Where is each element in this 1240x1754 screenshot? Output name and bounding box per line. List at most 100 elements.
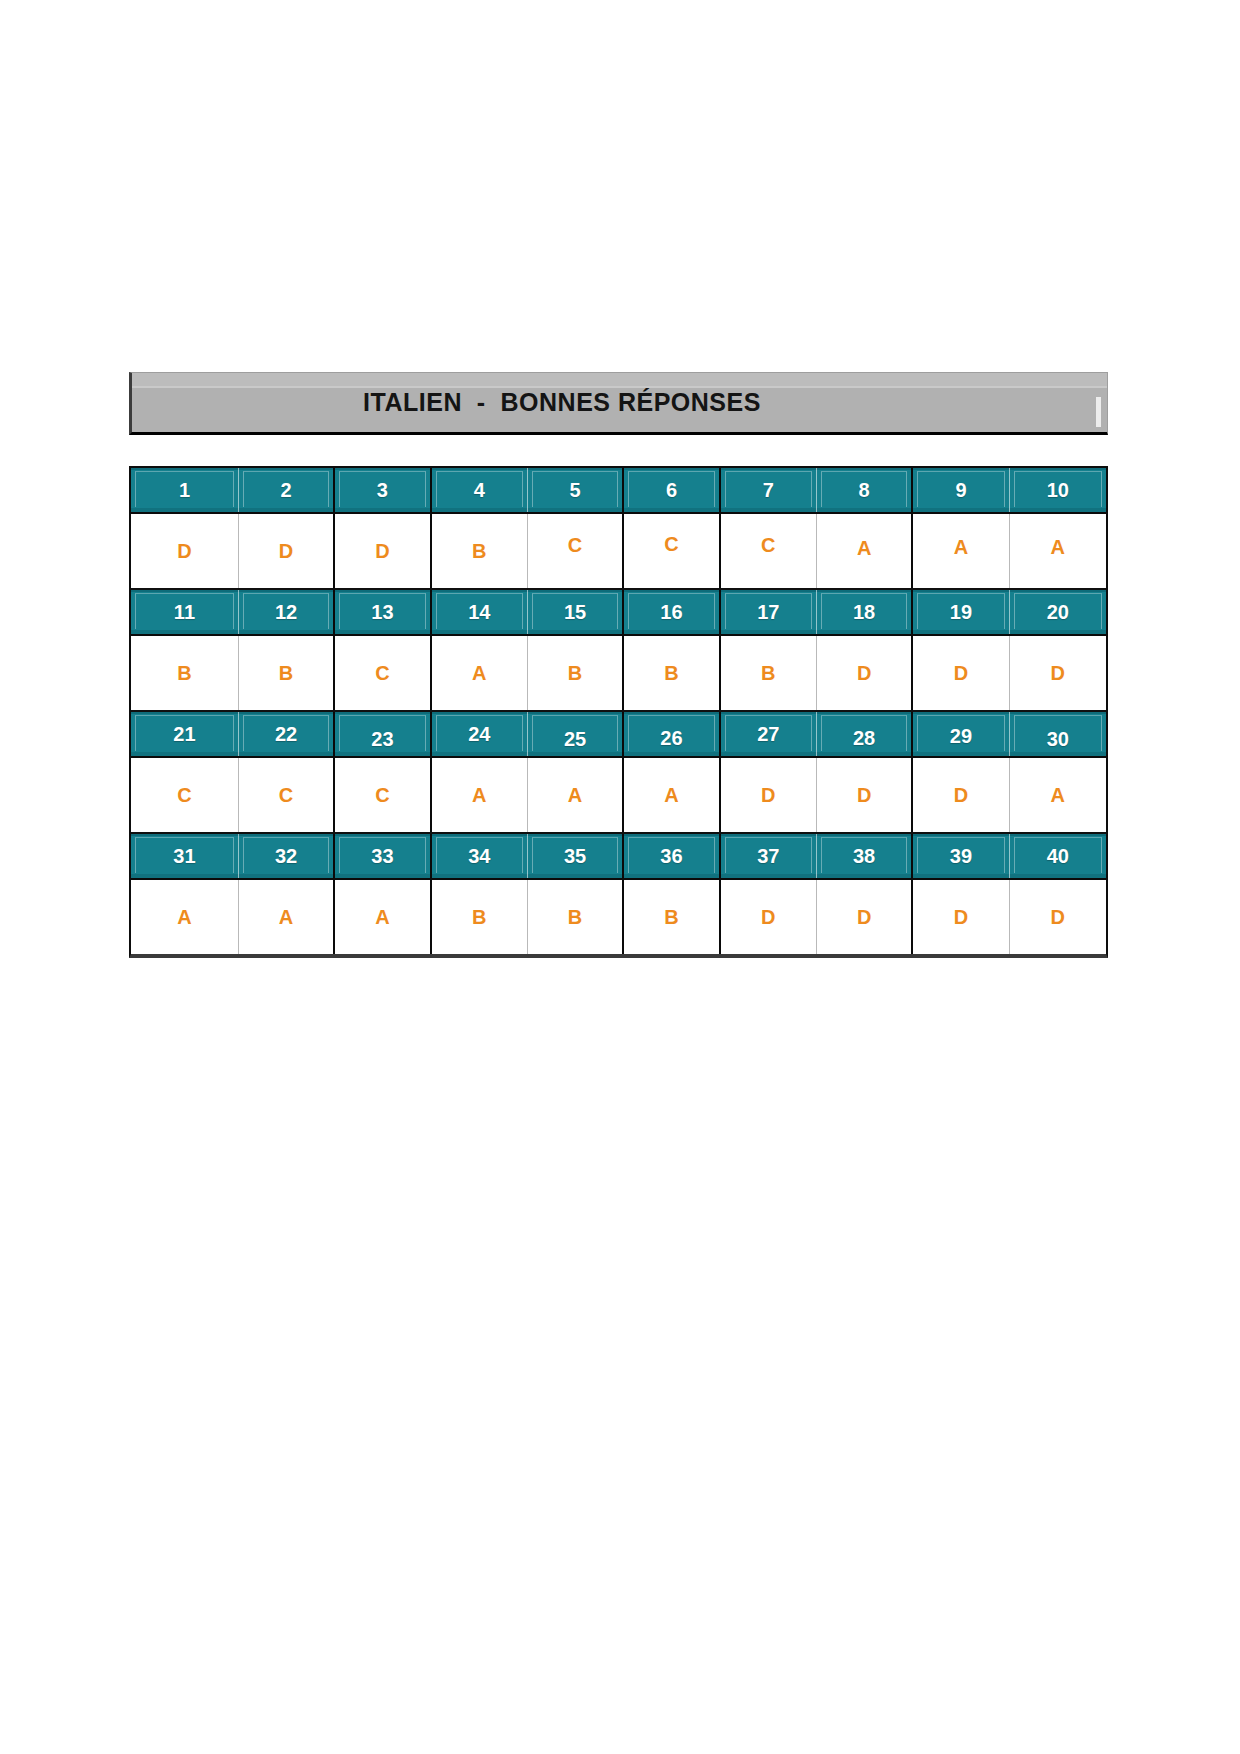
- question-number-cell: 34: [432, 834, 528, 878]
- question-number: 13: [371, 601, 393, 624]
- answer-letter-cell: A: [528, 758, 624, 832]
- question-number-cell: 3: [335, 468, 431, 512]
- question-number: 19: [950, 601, 972, 624]
- answer-letter: A: [279, 906, 293, 929]
- answer-letter-cell: C: [528, 514, 624, 588]
- answer-letter-cell: B: [528, 880, 624, 954]
- question-number-cell: 22: [239, 712, 335, 756]
- question-number-cell: 20: [1010, 590, 1106, 634]
- answer-letter: D: [177, 540, 191, 563]
- answer-letter: B: [279, 662, 293, 685]
- question-number-cell: 4: [432, 468, 528, 512]
- question-number: 37: [757, 845, 779, 868]
- question-number: 26: [660, 727, 682, 750]
- question-number: 1: [179, 479, 190, 502]
- answer-letter-cell: A: [1010, 758, 1106, 832]
- answer-letter-cell: B: [528, 636, 624, 710]
- question-number-row: 21222324252627282930: [131, 712, 1106, 758]
- question-number: 23: [371, 728, 393, 751]
- answer-letter: A: [1051, 536, 1065, 559]
- question-number: 31: [173, 845, 195, 868]
- question-number-cell: 30: [1010, 712, 1106, 756]
- question-number-cell: 19: [913, 590, 1009, 634]
- answer-letter: D: [1051, 662, 1065, 685]
- answer-letter: A: [375, 906, 389, 929]
- question-number: 12: [275, 601, 297, 624]
- question-number-cell: 17: [721, 590, 817, 634]
- answer-letter-cell: D: [1010, 636, 1106, 710]
- question-number-cell: 39: [913, 834, 1009, 878]
- answer-letter-cell: A: [432, 636, 528, 710]
- question-number-cell: 12: [239, 590, 335, 634]
- answer-letter-cell: B: [432, 880, 528, 954]
- question-number-cell: 1: [131, 468, 239, 512]
- answer-letter: A: [857, 537, 871, 560]
- question-number: 15: [564, 601, 586, 624]
- answer-letter: A: [568, 784, 582, 807]
- answer-letter-cell: B: [721, 636, 817, 710]
- question-number: 30: [1047, 728, 1069, 751]
- question-number: 40: [1047, 845, 1069, 868]
- answer-letter-cell: C: [239, 758, 335, 832]
- answer-letter-cell: C: [131, 758, 239, 832]
- question-number-cell: 38: [817, 834, 913, 878]
- answer-letter-cell: B: [432, 514, 528, 588]
- question-number: 22: [275, 723, 297, 746]
- question-number: 25: [564, 728, 586, 751]
- answer-letter: B: [761, 662, 775, 685]
- question-number: 35: [564, 845, 586, 868]
- answer-letter: C: [761, 534, 775, 557]
- answer-letter-cell: A: [335, 880, 431, 954]
- answer-letter-cell: D: [913, 758, 1009, 832]
- question-number: 20: [1047, 601, 1069, 624]
- question-number-cell: 24: [432, 712, 528, 756]
- answer-letter: D: [857, 784, 871, 807]
- answer-letter: B: [472, 906, 486, 929]
- question-number-cell: 25: [528, 712, 624, 756]
- question-number-cell: 8: [817, 468, 913, 512]
- answer-letter: D: [375, 540, 389, 563]
- question-number: 24: [468, 723, 490, 746]
- answer-letter: D: [279, 540, 293, 563]
- answer-letter-row: DDDBCCCAAA: [131, 514, 1106, 590]
- question-number: 28: [853, 727, 875, 750]
- answer-letter: C: [568, 534, 582, 557]
- question-number: 34: [468, 845, 490, 868]
- question-number-cell: 11: [131, 590, 239, 634]
- answer-letter: C: [664, 533, 678, 556]
- question-number: 9: [955, 479, 966, 502]
- answer-letter-cell: D: [817, 880, 913, 954]
- document-page: ITALIEN - BONNES RÉPONSES 12345678910DDD…: [0, 0, 1240, 1754]
- question-number-cell: 7: [721, 468, 817, 512]
- question-number: 17: [757, 601, 779, 624]
- question-number-cell: 35: [528, 834, 624, 878]
- answer-letter: C: [177, 784, 191, 807]
- question-number-cell: 13: [335, 590, 431, 634]
- answer-letter-cell: B: [239, 636, 335, 710]
- answer-letter-cell: A: [432, 758, 528, 832]
- question-number: 33: [371, 845, 393, 868]
- answer-letter: D: [761, 906, 775, 929]
- question-number: 8: [859, 479, 870, 502]
- answer-letter-cell: A: [239, 880, 335, 954]
- question-number-cell: 40: [1010, 834, 1106, 878]
- answer-letter: A: [664, 784, 678, 807]
- question-number: 21: [173, 723, 195, 746]
- question-number: 3: [377, 479, 388, 502]
- answer-letter-cell: D: [913, 636, 1009, 710]
- answer-letter: B: [568, 662, 582, 685]
- page-title: ITALIEN - BONNES RÉPONSES: [363, 388, 761, 417]
- answer-letter-cell: D: [335, 514, 431, 588]
- answer-letter-cell: C: [335, 636, 431, 710]
- answer-letter: A: [472, 784, 486, 807]
- question-number-cell: 23: [335, 712, 431, 756]
- question-number-cell: 33: [335, 834, 431, 878]
- answer-letter-cell: D: [721, 758, 817, 832]
- answer-letter-cell: D: [1010, 880, 1106, 954]
- answer-letter-cell: A: [913, 514, 1009, 588]
- answer-letter-cell: A: [624, 758, 720, 832]
- answer-letter: A: [954, 536, 968, 559]
- question-number-cell: 27: [721, 712, 817, 756]
- question-number: 32: [275, 845, 297, 868]
- answer-letter-cell: A: [131, 880, 239, 954]
